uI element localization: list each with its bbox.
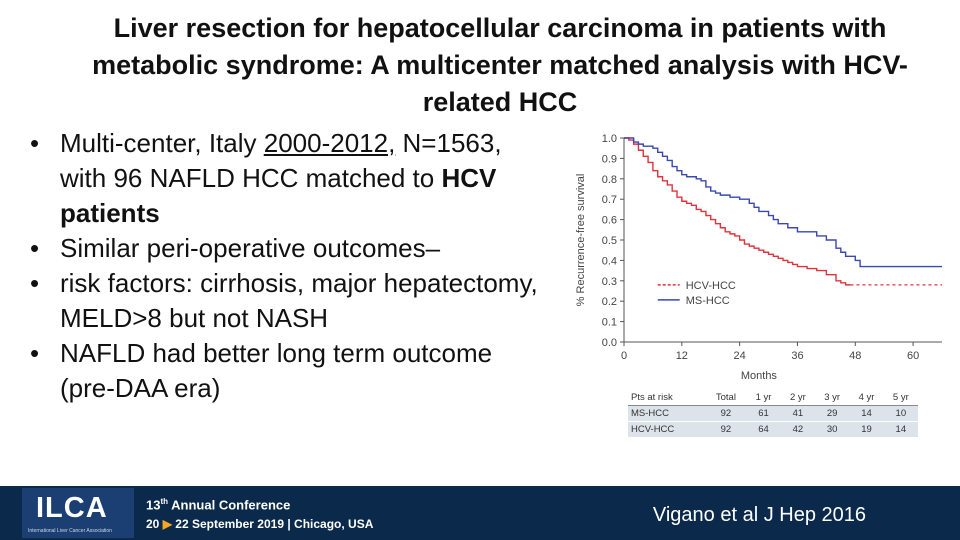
x-tick-label: 48 xyxy=(849,350,861,362)
risk-header-cell: 2 yr xyxy=(780,390,816,406)
x-tick-label: 36 xyxy=(791,350,803,362)
bullet-dot: • xyxy=(30,268,40,298)
y-tick-label: 0.6 xyxy=(602,215,617,227)
bullet-outcomes: • Similar peri-operative outcomes– xyxy=(28,231,548,266)
legend-label-hcv-hcc: HCV-HCC xyxy=(686,280,736,292)
risk-cell: 30 xyxy=(815,421,850,438)
risk-cell: 42 xyxy=(780,421,816,438)
series-line-ms-hcc xyxy=(624,137,942,268)
y-tick-label: 0.8 xyxy=(602,174,617,186)
y-tick-label: 0.5 xyxy=(602,235,617,247)
years-text: 2000-2012, xyxy=(263,128,396,158)
risk-cell: 10 xyxy=(883,405,918,422)
risk-header-cell: 4 yr xyxy=(849,390,884,406)
hcv-patients-text: HCV patients xyxy=(60,163,497,228)
bullet-text: N=1563, with 96 NAFLD HCC matched to xyxy=(60,128,502,193)
conference-ordinal: th xyxy=(160,497,169,506)
risk-table-header: Pts at risk Total 1 yr 2 yr 3 yr 4 yr 5 … xyxy=(628,390,918,406)
risk-header-cell: 3 yr xyxy=(815,390,850,406)
risk-header-cell: 5 yr xyxy=(883,390,918,406)
survival-chart: 0.0 0.1 0.2 0.3 0.4 0.5 0.6 0.7 0.8 0.9 1.0 0 12 24 36… xyxy=(575,133,942,382)
conference-name: 13th Annual Conference xyxy=(146,497,290,512)
bullet-text: NAFLD had better long term outcome (pre-… xyxy=(60,338,493,403)
legend-label-ms-hcc: MS-HCC xyxy=(686,295,730,307)
risk-cell: 19 xyxy=(849,421,884,438)
risk-header-cell: Pts at risk xyxy=(628,390,706,406)
risk-cell: 41 xyxy=(780,405,816,422)
y-tick-label: 1.0 xyxy=(602,133,617,145)
y-tick-label: 0.1 xyxy=(602,317,617,329)
y-tick-label: 0.0 xyxy=(602,337,617,349)
risk-cell: HCV-HCC xyxy=(628,421,706,438)
bullet-dot: • xyxy=(30,233,40,263)
y-tick-label: 0.4 xyxy=(602,255,617,267)
bullet-dot: • xyxy=(30,338,40,368)
risk-row-ms-hcc: MS-HCC 92 61 41 29 14 10 xyxy=(628,405,918,422)
x-tick-label: 24 xyxy=(734,350,746,362)
risk-cell: 92 xyxy=(705,421,747,438)
x-tick-label: 12 xyxy=(676,350,688,362)
logo-word: ILCA xyxy=(36,492,108,524)
risk-cell: MS-HCC xyxy=(628,405,706,422)
bullet-nafld: • NAFLD had better long term outcome (pr… xyxy=(28,336,548,406)
bullet-text: Multi-center, Italy xyxy=(60,128,264,158)
conference-label: Annual Conference xyxy=(168,497,291,513)
x-tick-label: 0 xyxy=(621,350,627,362)
risk-cell: 14 xyxy=(883,421,918,438)
risk-table: Pts at risk Total 1 yr 2 yr 3 yr 4 yr 5 … xyxy=(628,390,918,438)
x-axis-label: Months xyxy=(741,370,778,382)
y-axis-label: % Recurrence-free survival xyxy=(575,174,587,307)
bullet-text: risk factors: cirrhosis, major hepatecto… xyxy=(60,268,538,333)
conference-number: 13 xyxy=(146,497,161,513)
y-tick-label: 0.2 xyxy=(602,296,617,308)
citation: Vigano et al J Hep 2016 xyxy=(592,500,872,534)
risk-header-cell: 1 yr xyxy=(746,390,781,406)
risk-cell: 14 xyxy=(849,405,884,422)
risk-cell: 29 xyxy=(815,405,850,422)
bullet-risk-factors: • risk factors: cirrhosis, major hepatec… xyxy=(28,266,548,336)
bullet-list: • Multi-center, Italy 2000-2012, N=1563,… xyxy=(28,126,548,406)
risk-cell: 61 xyxy=(746,405,781,422)
ilca-logo: ILCA International Liver Cancer Associat… xyxy=(22,488,134,538)
bullet-text: Similar peri-operative outcomes– xyxy=(60,233,441,263)
bullet-dot: • xyxy=(30,128,40,158)
date-rest: 22 September 2019 | Chicago, USA xyxy=(171,517,374,531)
slide-title: Liver resection for hepatocellular carci… xyxy=(92,13,908,117)
y-tick-label: 0.3 xyxy=(602,276,617,288)
x-tick-label: 60 xyxy=(907,350,919,362)
risk-header-cell: Total xyxy=(705,390,747,406)
arrow-icon: ▶ xyxy=(162,517,172,531)
date-start: 20 xyxy=(146,517,160,531)
series-line-hcv-hcc xyxy=(624,137,851,286)
conference-date: 20 ▶ 22 September 2019 | Chicago, USA xyxy=(146,517,373,531)
y-tick-label: 0.9 xyxy=(602,153,617,165)
risk-cell: 64 xyxy=(746,421,781,438)
risk-cell: 92 xyxy=(705,405,747,422)
risk-row-hcv-hcc: HCV-HCC 92 64 42 30 19 14 xyxy=(628,421,918,438)
bullet-multicenter: • Multi-center, Italy 2000-2012, N=1563,… xyxy=(28,126,548,231)
y-tick-label: 0.7 xyxy=(602,194,617,206)
logo-subtitle: International Liver Cancer Association xyxy=(28,528,112,534)
